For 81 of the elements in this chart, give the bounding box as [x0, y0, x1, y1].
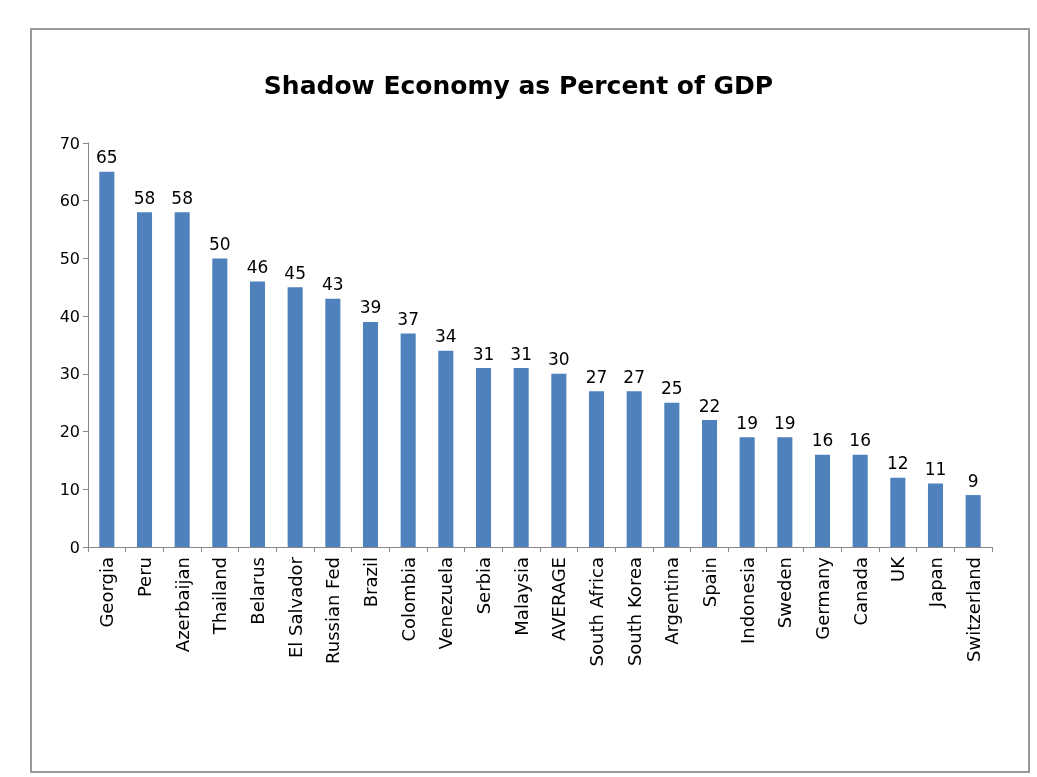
data-label: 27: [623, 366, 645, 387]
x-tick-label: Peru: [134, 557, 155, 598]
x-tick-label: South Africa: [586, 557, 607, 667]
bar: [136, 212, 153, 547]
x-tick-label: Belarus: [247, 557, 268, 625]
x-tick-label: Canada: [849, 557, 871, 626]
data-label: 31: [510, 343, 532, 364]
data-label: 39: [359, 297, 382, 318]
bar: [325, 298, 341, 547]
bar: [438, 350, 454, 547]
data-label: 19: [774, 412, 796, 433]
bar: [99, 171, 115, 547]
y-tick-label: 10: [59, 479, 80, 499]
x-tick-label: Germany: [812, 556, 833, 640]
bar: [739, 437, 755, 547]
data-label: 27: [585, 366, 608, 387]
bar: [249, 281, 266, 547]
data-label: 45: [284, 262, 306, 283]
bar: [513, 368, 529, 547]
x-tick-label: Sweden: [774, 557, 796, 629]
bar: [965, 495, 981, 547]
data-label: 37: [397, 308, 419, 329]
y-tick-label: 30: [59, 364, 80, 384]
x-tick-label: Georgia: [96, 557, 118, 628]
bar: [400, 333, 416, 547]
bar: [588, 391, 605, 547]
data-label: 19: [736, 412, 758, 433]
x-tick-label: Spain: [699, 557, 720, 608]
x-tick-label: Venezuela: [435, 557, 457, 650]
bar: [212, 258, 228, 547]
data-label: 50: [209, 233, 231, 254]
x-tick-label: Thailand: [209, 557, 231, 636]
data-label: 25: [661, 378, 683, 399]
data-label: 16: [849, 430, 871, 451]
x-tick-label: UK: [887, 555, 909, 582]
x-tick-label: Malaysia: [510, 557, 532, 636]
data-label: 16: [811, 430, 834, 451]
data-label: 22: [698, 395, 721, 416]
y-tick-label: 40: [59, 306, 80, 326]
bar: [362, 321, 379, 547]
x-tick-label: Argentina: [661, 557, 683, 645]
bar: [927, 483, 944, 547]
x-tick-label: Colombia: [397, 557, 419, 642]
x-tick-label: AVERAGE: [548, 557, 570, 641]
data-label: 11: [924, 459, 947, 480]
bar: [852, 454, 868, 547]
x-tick-label: Serbia: [473, 557, 494, 615]
data-label: 58: [171, 187, 193, 208]
data-label: 58: [133, 187, 156, 208]
y-tick-label: 60: [59, 191, 80, 211]
data-label: 43: [322, 274, 344, 295]
y-tick-label: 50: [59, 248, 80, 268]
chart-title: Shadow Economy as Percent of GDP: [263, 71, 774, 100]
data-label: 30: [548, 349, 570, 370]
x-tick-label: Switzerland: [962, 557, 984, 662]
data-label: 46: [246, 257, 269, 278]
data-label: 65: [96, 147, 118, 168]
bar: [174, 212, 190, 547]
bar: [664, 402, 680, 547]
y-tick-label: 20: [59, 422, 80, 442]
x-tick-label: Indonesia: [736, 557, 758, 645]
bar: [626, 391, 642, 547]
bar: [890, 477, 906, 547]
bar: [475, 368, 492, 547]
x-tick-label: South Korea: [623, 557, 645, 667]
bar: [777, 437, 793, 547]
bar: [814, 454, 831, 547]
bar: [287, 287, 303, 547]
data-label: 31: [472, 343, 495, 364]
x-tick-label: Russian Fed: [322, 557, 344, 664]
x-tick-label: El Salvador: [284, 556, 306, 659]
data-label: 12: [887, 453, 909, 474]
y-tick-label: 0: [69, 537, 80, 557]
x-tick-label: Japan: [925, 557, 946, 609]
bar: [551, 373, 567, 547]
x-tick-label: Brazil: [360, 557, 381, 608]
y-tick-label: 70: [59, 133, 80, 153]
data-label: 9: [967, 470, 979, 491]
bar: [701, 420, 718, 547]
x-tick-label: Azerbaijan: [171, 557, 193, 653]
data-label: 34: [435, 326, 457, 347]
